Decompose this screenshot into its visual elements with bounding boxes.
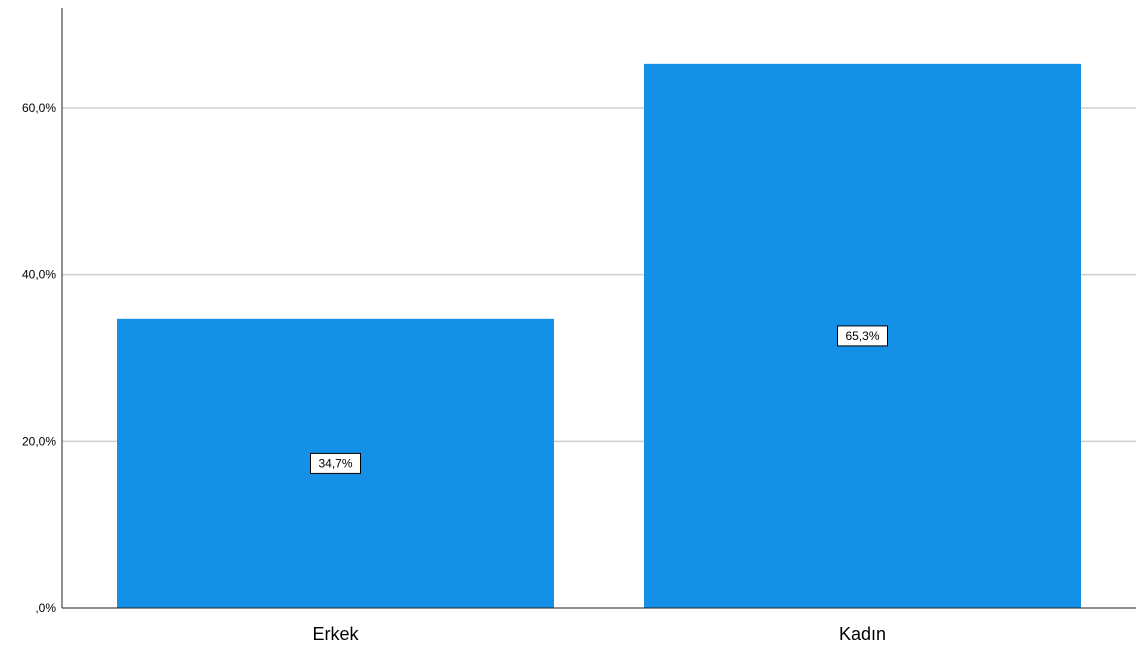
data-label: 34,7% [318,456,352,470]
y-tick-label: 40,0% [22,268,56,282]
axes [61,8,1136,609]
bars [117,63,1081,609]
x-tick-label: Erkek [312,624,359,644]
data-label: 65,3% [845,329,879,343]
y-tick-label: 20,0% [22,434,56,448]
labels: ,0% 20,0% 40,0% 60,0% 34,7% Erkek 65,3% Kadın [22,101,888,644]
y-tick-label: ,0% [35,601,56,615]
x-tick-label: Kadın [839,624,886,644]
data-label-box [837,325,888,347]
data-label-box [310,452,361,474]
y-tick-label: 60,0% [22,101,56,115]
